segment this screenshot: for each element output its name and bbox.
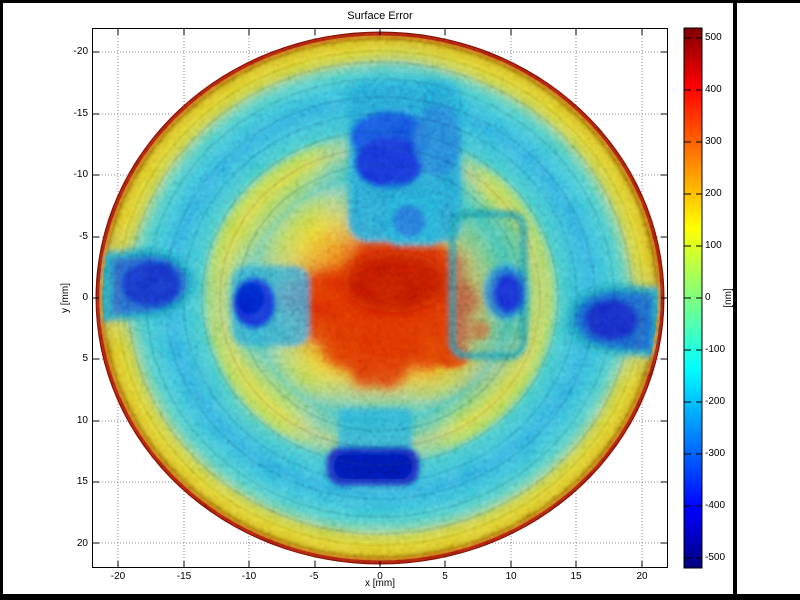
x-axis-label: x [mm] xyxy=(365,578,395,589)
colorbar xyxy=(683,27,703,569)
y-tick-label: -15 xyxy=(73,108,88,119)
surface-map xyxy=(95,31,665,565)
x-tick-label: 0 xyxy=(377,571,383,582)
plot-title: Surface Error xyxy=(347,10,413,22)
x-tick-label: 5 xyxy=(442,571,448,582)
colorbar-ticks xyxy=(684,37,702,559)
y-tick-label: 20 xyxy=(76,538,88,549)
colorbar-tick-label: 500 xyxy=(705,32,722,43)
y-tick-label: 10 xyxy=(76,415,88,426)
colorbar-tick-label: -400 xyxy=(705,500,726,511)
colorbar-tick-label: 100 xyxy=(705,240,722,251)
y-tick-label: -20 xyxy=(73,46,88,57)
y-tick-label: 15 xyxy=(76,476,88,487)
colorbar-tick-label: 400 xyxy=(705,84,722,95)
noise-texture-coarse xyxy=(96,32,664,564)
x-tick-label: 15 xyxy=(570,571,582,582)
colorbar-tick-label: -300 xyxy=(705,448,726,459)
y-tick-label: -5 xyxy=(79,231,88,242)
colorbar-tick-label: 300 xyxy=(705,136,722,147)
colorbar-tick-label: 200 xyxy=(705,188,722,199)
y-tick-label: -10 xyxy=(73,169,88,180)
x-tick-label: -15 xyxy=(176,571,192,582)
x-tick-label: 10 xyxy=(505,571,517,582)
colorbar-tick-label: -100 xyxy=(705,344,726,355)
x-tick-label: -5 xyxy=(309,571,319,582)
y-tick-label: 0 xyxy=(82,292,88,303)
axis-ticks xyxy=(92,28,668,568)
y-tick-label: 5 xyxy=(82,353,88,364)
x-tick-label: -20 xyxy=(110,571,126,582)
x-tick-label: 20 xyxy=(636,571,648,582)
colorbar-tick-label: 0 xyxy=(705,292,711,303)
colorbar-tick-label: -500 xyxy=(705,552,726,563)
colorbar-tick-label: -200 xyxy=(705,396,726,407)
x-tick-label: -10 xyxy=(241,571,257,582)
